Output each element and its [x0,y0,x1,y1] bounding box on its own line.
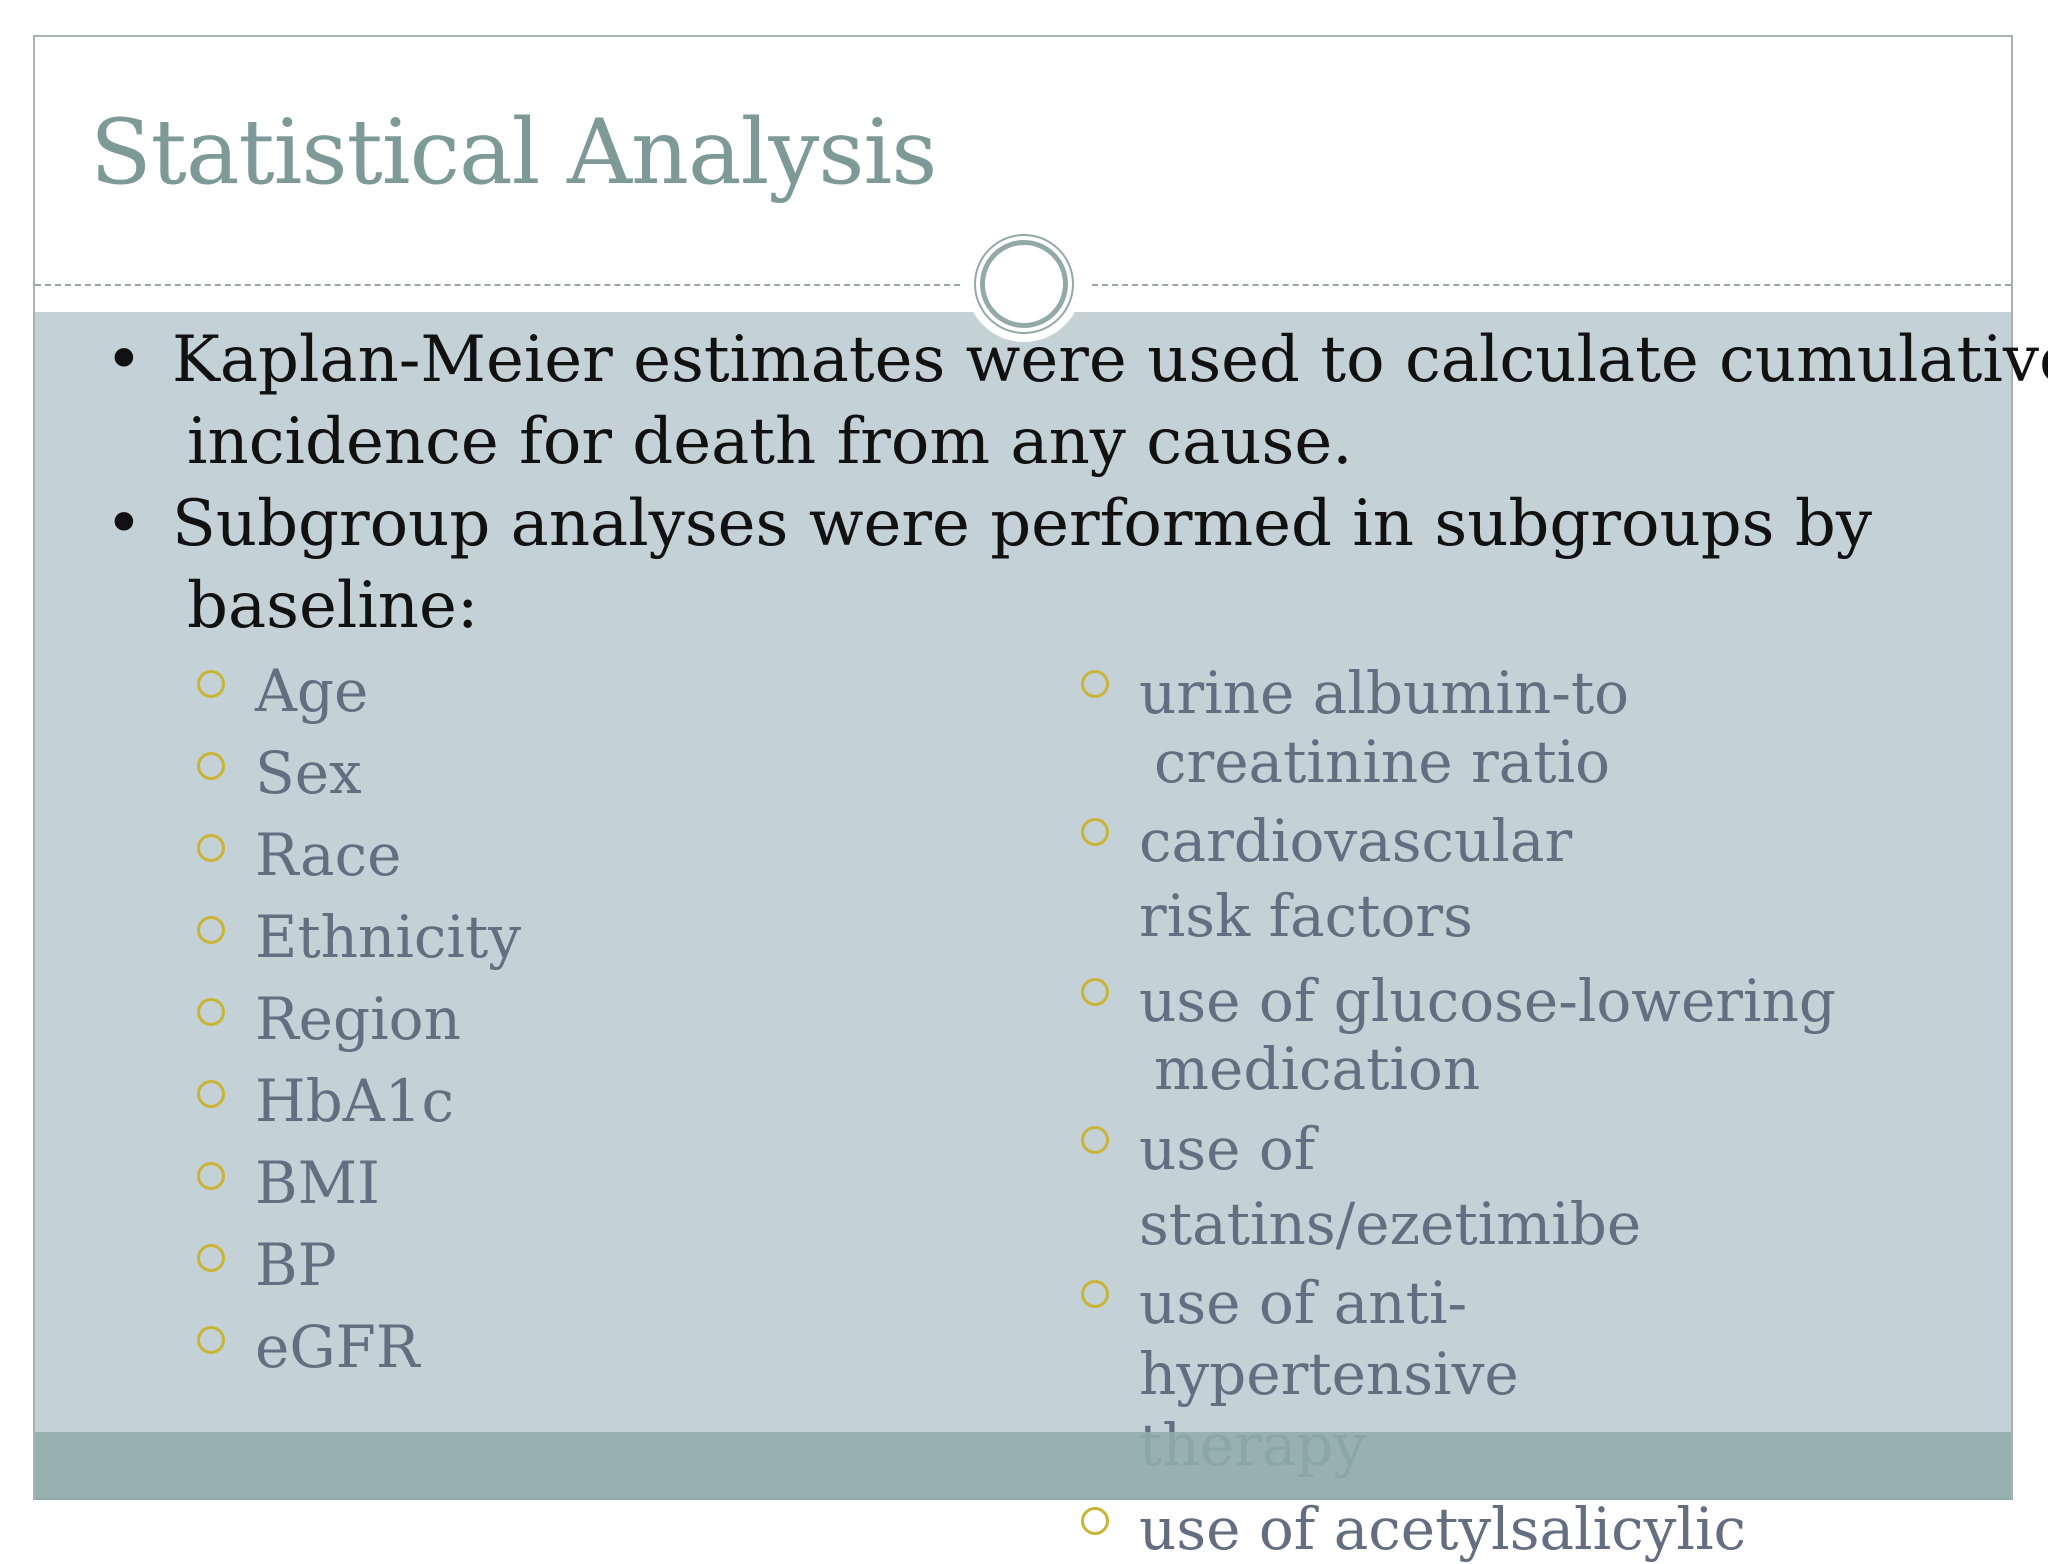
bullet-2-line-2: baseline: [187,569,479,643]
sub-bullet-icon [1081,670,1109,698]
list-item-uacr-line-1: urine albumin-to [1139,659,1630,727]
list-item-hba1c: HbA1c [255,1067,454,1135]
sub-bullet-icon [197,1080,225,1108]
circle-emblem-icon [966,226,1082,342]
list-item-age: Age [255,657,369,725]
bullet-dot: • [105,487,143,561]
title-divider-left [35,284,960,286]
sub-bullet-icon [1081,818,1109,846]
list-item-statins-line-2: statins/ezetimibe [1139,1190,1642,1258]
list-item-glucose-line-1: use of glucose-lowering [1139,967,1837,1035]
sub-bullet-icon [197,916,225,944]
bullet-dot: • [105,323,143,397]
list-item-ethnicity: Ethnicity [255,903,522,971]
sub-bullet-icon [197,834,225,862]
list-item-race: Race [255,821,402,889]
sub-bullet-icon [1081,1507,1109,1535]
sub-bullet-icon [1081,1280,1109,1308]
sub-bullet-icon [197,1326,225,1354]
bullet-2-line-1: Subgroup analyses were performed in subg… [172,487,1872,561]
title-divider-right [1092,284,2011,286]
list-item-sex: Sex [255,739,362,807]
list-item-bp: BP [255,1231,337,1299]
sub-bullet-icon [1081,1126,1109,1154]
slide-title: Statistical Analysis [90,100,937,205]
bullet-1-line-2: incidence for death from any cause. [187,405,1353,479]
sub-bullet-icon [197,670,225,698]
content-area [35,312,2011,1432]
list-item-antihypertensive-line-2: hypertensive [1139,1340,1519,1408]
sub-bullet-icon [197,1162,225,1190]
list-item-region: Region [255,985,461,1053]
list-item-uacr-line-2: creatinine ratio [1154,728,1611,796]
sub-bullet-icon [197,752,225,780]
list-item-antihypertensive-line-1: use of anti- [1139,1269,1468,1337]
list-item-glucose-line-2: medication [1154,1035,1481,1103]
footer-band [35,1432,2011,1500]
sub-bullet-icon [197,1244,225,1272]
bullet-1-line-1: Kaplan-Meier estimates were used to calc… [172,323,2048,397]
sub-bullet-icon [1081,978,1109,1006]
list-item-bmi: BMI [255,1149,380,1217]
page-bottom [0,1500,2048,1536]
sub-bullet-icon [197,998,225,1026]
list-item-egfr: eGFR [255,1313,420,1381]
list-item-statins-line-1: use of [1139,1115,1316,1183]
list-item-cv-risk-line-1: cardiovascular [1139,807,1573,875]
list-item-cv-risk-line-2: risk factors [1139,882,1473,950]
